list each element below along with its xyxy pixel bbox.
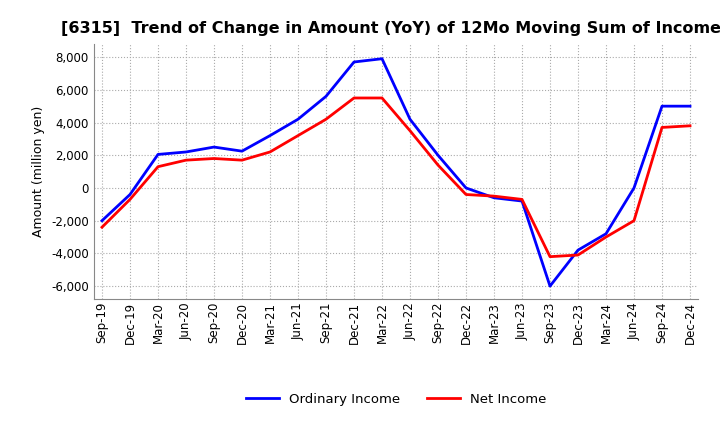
Net Income (238, 158, 246, 163)
Net Income (518, 197, 526, 202)
Title: [6315]  Trend of Change in Amount (YoY) of 12Mo Moving Sum of Incomes: [6315] Trend of Change in Amount (YoY) o… (61, 21, 720, 36)
Ordinary Income (630, 185, 639, 191)
Ordinary Income (685, 103, 694, 109)
Net Income (405, 128, 414, 133)
Ordinary Income (153, 152, 162, 157)
Ordinary Income (126, 192, 135, 197)
Ordinary Income (490, 195, 498, 200)
Net Income (294, 133, 302, 138)
Net Income (266, 149, 274, 154)
Net Income (350, 95, 359, 101)
Net Income (490, 194, 498, 199)
Net Income (602, 235, 611, 240)
Ordinary Income (238, 149, 246, 154)
Ordinary Income (602, 231, 611, 236)
Net Income (98, 224, 107, 230)
Net Income (630, 218, 639, 224)
Net Income (657, 125, 666, 130)
Net Income (574, 253, 582, 258)
Net Income (322, 117, 330, 122)
Net Income (462, 192, 470, 197)
Ordinary Income (266, 133, 274, 138)
Net Income (153, 164, 162, 169)
Net Income (685, 123, 694, 128)
Ordinary Income (322, 94, 330, 99)
Ordinary Income (433, 153, 442, 158)
Line: Net Income: Net Income (102, 98, 690, 257)
Ordinary Income (98, 218, 107, 224)
Ordinary Income (546, 283, 554, 289)
Ordinary Income (462, 185, 470, 191)
Ordinary Income (378, 56, 387, 61)
Y-axis label: Amount (million yen): Amount (million yen) (32, 106, 45, 237)
Line: Ordinary Income: Ordinary Income (102, 59, 690, 286)
Ordinary Income (657, 103, 666, 109)
Ordinary Income (574, 247, 582, 253)
Net Income (210, 156, 218, 161)
Ordinary Income (181, 149, 190, 154)
Net Income (181, 158, 190, 163)
Net Income (378, 95, 387, 101)
Net Income (546, 254, 554, 259)
Legend: Ordinary Income, Net Income: Ordinary Income, Net Income (240, 388, 552, 411)
Ordinary Income (518, 198, 526, 204)
Ordinary Income (405, 117, 414, 122)
Ordinary Income (210, 144, 218, 150)
Ordinary Income (294, 117, 302, 122)
Net Income (433, 162, 442, 168)
Net Income (126, 197, 135, 202)
Ordinary Income (350, 59, 359, 65)
